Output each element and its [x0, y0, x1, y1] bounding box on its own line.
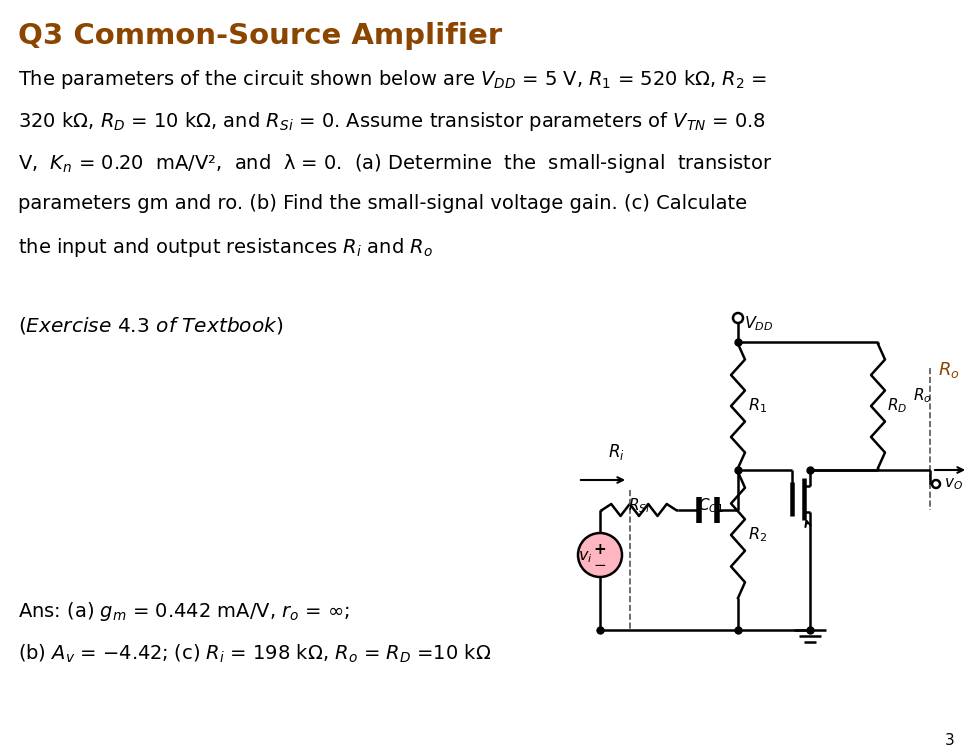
Text: $-$: $-$ — [594, 556, 607, 571]
Text: $R_o$: $R_o$ — [913, 387, 932, 405]
Text: $R_2$: $R_2$ — [748, 526, 767, 544]
Text: $v_i$: $v_i$ — [577, 549, 592, 565]
Text: $R_D$: $R_D$ — [887, 396, 907, 415]
Text: $V_{DD}$: $V_{DD}$ — [744, 314, 773, 332]
Text: $R_1$: $R_1$ — [748, 396, 767, 415]
Text: 320 kΩ, $R_D$ = 10 kΩ, and $R_{Si}$ = 0. Assume transistor parameters of $V_{TN}: 320 kΩ, $R_D$ = 10 kΩ, and $R_{Si}$ = 0.… — [18, 110, 765, 133]
Text: the input and output resistances $R_i$ and $R_o$: the input and output resistances $R_i$ a… — [18, 236, 433, 259]
Text: parameters gm and ro. (b) Find the small-signal voltage gain. (c) Calculate: parameters gm and ro. (b) Find the small… — [18, 194, 747, 213]
Text: 3: 3 — [946, 733, 955, 748]
Text: (b) $A_v$ = −4.42; (c) $R_i$ = 198 kΩ, $R_o$ = $R_D$ =10 kΩ: (b) $A_v$ = −4.42; (c) $R_i$ = 198 kΩ, $… — [18, 643, 491, 666]
Text: $R_o$: $R_o$ — [938, 360, 959, 380]
Text: $C_{C1}$: $C_{C1}$ — [698, 496, 724, 514]
Text: +: + — [594, 541, 607, 556]
Text: $R_{Si}$: $R_{Si}$ — [628, 496, 650, 514]
Text: V,  $K_n$ = 0.20  mA/V²,  and  λ = 0.  (a) Determine  the  small-signal  transis: V, $K_n$ = 0.20 mA/V², and λ = 0. (a) De… — [18, 152, 772, 175]
Text: Q3 Common-Source Amplifier: Q3 Common-Source Amplifier — [18, 22, 502, 50]
Text: $v_O$: $v_O$ — [944, 476, 963, 492]
Text: $\bf{\it{(Exercise\ 4.3\ of\ Textbook)}}$: $\bf{\it{(Exercise\ 4.3\ of\ Textbook)}}… — [18, 315, 283, 336]
Text: The parameters of the circuit shown below are $V_{DD}$ = 5 V, $R_1$ = 520 kΩ, $R: The parameters of the circuit shown belo… — [18, 68, 767, 91]
Text: $R_i$: $R_i$ — [608, 442, 624, 462]
Circle shape — [578, 533, 622, 577]
Text: Ans: (a) $g_m$ = 0.442 mA/V, $r_o$ = ∞;: Ans: (a) $g_m$ = 0.442 mA/V, $r_o$ = ∞; — [18, 600, 350, 623]
